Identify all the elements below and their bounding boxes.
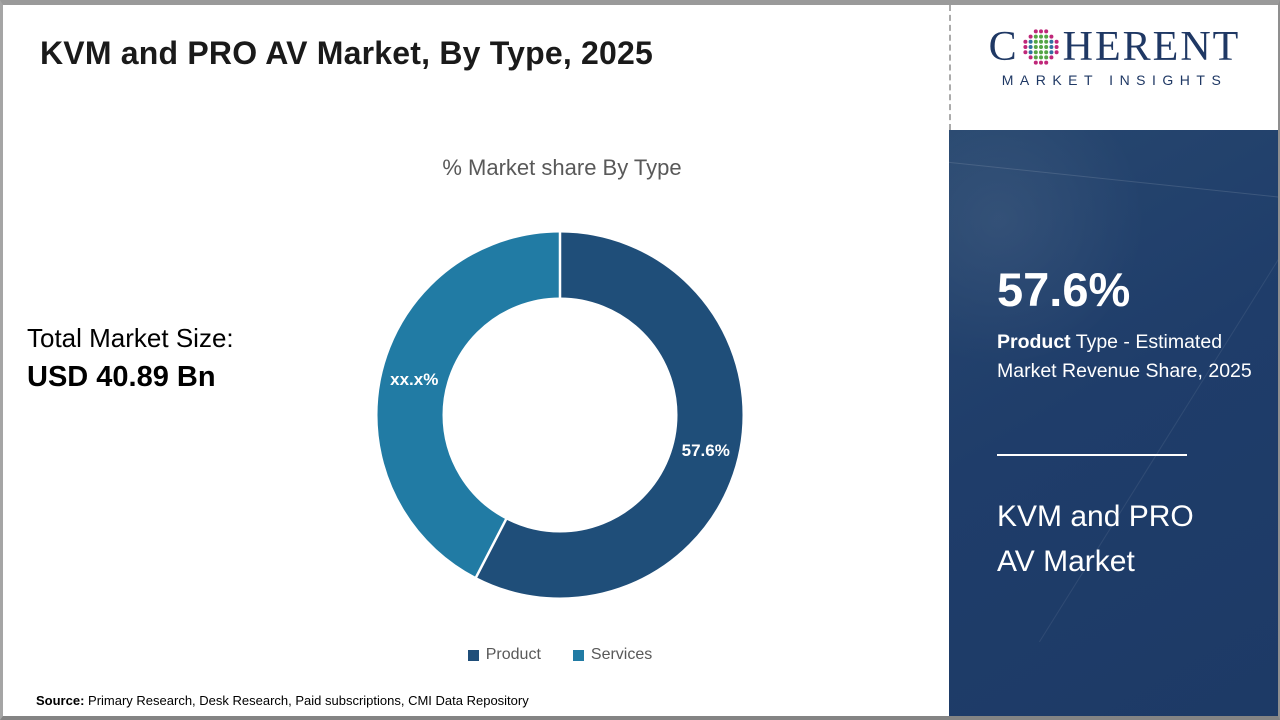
slice-separator [474,517,508,579]
logo-area: C HERENT MARKET INSIGHTS [949,5,1278,130]
logo-word-end: HERENT [1062,24,1241,70]
total-market-size-label: Total Market Size: [27,323,234,353]
logo-subtitle: MARKET INSIGHTS [1001,72,1228,88]
highlight-desc-bold: Product [997,331,1071,353]
source-note: Source: Primary Research, Desk Research,… [36,693,529,708]
product-legend-swatch [467,649,479,661]
market-name: KVM and PRO AV Market [997,500,1194,578]
product-slice-label: 57.6% [682,441,730,460]
services-legend-swatch [572,649,584,661]
source-text: Primary Research, Desk Research, Paid su… [84,693,529,708]
legend-item-services: Services [572,646,653,664]
total-market-size-value: USD 40.89 Bn [27,361,216,393]
legend-label: Services [590,646,653,663]
coherent-market-insights-logo: C HERENT MARKET INSIGHTS [951,25,1278,88]
highlight-stat-description: Product Type - Estimated Market Revenue … [997,328,1259,385]
legend-label: Product [485,646,541,663]
chart-legend: Product Services [330,646,790,664]
highlight-desc-rest: Type - Estimated Market Revenue Share, 2… [997,331,1252,382]
source-label: Source: [36,693,85,708]
globe-dots-icon [1023,29,1059,65]
divider-line [997,454,1187,456]
page-title: KVM and PRO AV Market, By Type, 2025 [40,35,654,71]
highlight-stat: 57.6% [997,263,1131,316]
legend-item-product: Product [467,646,541,664]
logo-word-start: C [988,24,1019,70]
donut-chart: 57.6% xx.x% [377,231,743,598]
logo-wordmark: C HERENT [951,25,1278,69]
services-slice-label: xx.x% [390,370,438,389]
chart-title: % Market share By Type [442,155,682,180]
total-market-size-block: Total Market Size: USD 40.89 Bn [27,323,234,394]
highlight-sidebar: 57.6% Product Type - Estimated Market Re… [949,130,1278,716]
